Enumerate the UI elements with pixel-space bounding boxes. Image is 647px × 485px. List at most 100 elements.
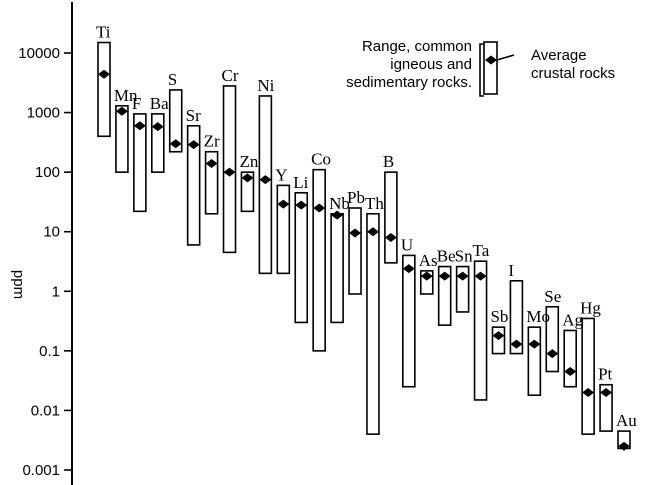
average-marker-ag [564,367,577,377]
element-label-s: S [168,70,177,89]
average-marker-th [366,227,379,237]
element-label-pb: Pb [347,188,365,207]
element-label-as: As [419,251,438,270]
y-tick-label: 100 [35,164,60,181]
range-bar-be [437,265,452,326]
legend-bracket [479,43,484,97]
average-marker-se [546,349,559,359]
element-label-se: Se [544,287,561,306]
element-label-pt: Pt [598,365,612,384]
range-bar-nb [330,212,344,324]
element-label-au: Au [616,411,637,430]
average-marker-i [510,339,523,349]
element-label-f: F [132,94,141,113]
average-marker-mo [528,339,541,349]
average-marker-pt [600,387,613,397]
average-marker-sn [456,271,469,281]
average-marker-b [384,232,397,242]
element-label-mo: Mo [526,307,550,326]
range-bar-ni [258,95,273,275]
range-bar-b [384,171,398,264]
average-marker-sb [492,331,505,341]
legend-average-text: Average [531,47,587,64]
legend-average-text: crustal rocks [531,65,615,82]
legend-average-marker [485,55,497,65]
legend-range-text: sedimentary rocks. [346,74,472,91]
average-marker-zr [205,158,218,168]
range-bar-pt [599,383,613,432]
element-label-cr: Cr [222,66,239,85]
range-bar-ti [97,41,111,138]
element-label-y: Y [275,165,287,184]
average-marker-be [438,271,451,281]
average-marker-s [169,139,182,149]
element-label-zn: Zn [239,152,258,171]
y-tick-label: 0.1 [39,343,60,360]
element-label-th: Th [365,194,384,213]
element-label-zr: Zr [204,132,220,151]
element-label-ag: Ag [562,310,583,329]
range-bar-hg [581,317,595,435]
average-marker-ta [474,271,487,281]
range-bar-f [133,113,147,213]
element-label-i: I [508,261,514,280]
range-bar-zn [240,171,255,213]
element-label-ba: Ba [150,94,169,113]
average-marker-zn [241,173,254,183]
average-marker-pb [349,228,362,238]
average-marker-mn [115,106,128,116]
legend-range-bar [483,41,498,95]
element-label-u: U [401,235,413,254]
average-marker-ba [151,122,164,132]
range-bar-ta [473,260,488,401]
range-bar-sb [491,326,506,355]
range-bar-sr [186,124,201,246]
element-label-be: Be [437,247,456,266]
range-bar-zr [204,150,219,215]
average-marker-y [277,199,290,209]
legend-range-text: igneous and [390,56,472,73]
average-marker-sr [187,140,200,150]
average-marker-li [295,200,308,210]
range-bar-i [509,279,524,355]
average-marker-cr [223,167,236,177]
y-tick-label: 10000 [18,45,60,62]
legend-range-text: Range, common [362,38,472,55]
range-bar-co [312,168,326,352]
element-label-mn: Mn [114,86,138,105]
range-bars [97,41,631,451]
element-label-b: B [383,152,394,171]
y-tick-label: 0.001 [22,462,60,479]
range-bar-y [276,184,291,275]
legend-pointer-line [496,54,515,61]
average-marker-hg [582,387,595,397]
element-label-sr: Sr [186,106,201,125]
y-tick-label: 1000 [27,105,60,122]
average-marker-co [313,203,326,213]
y-tick-label: 10 [43,224,60,241]
average-marker-as [420,271,433,281]
element-label-co: Co [311,150,331,169]
element-label-li: Li [293,173,308,192]
average-marker-u [402,264,415,274]
element-label-ti: Ti [96,23,111,42]
range-bar-mo [527,326,542,397]
range-bar-s [168,89,183,153]
element-label-sn: Sn [455,247,473,266]
average-marker-nb [331,210,344,220]
element-label-nb: Nb [329,194,350,213]
range-bar-ag [563,329,578,388]
range-bar-mn [115,104,129,173]
range-bar-th [366,212,380,435]
average-marker-ni [259,175,272,185]
average-marker-ti [98,69,110,79]
element-label-sb: Sb [490,307,508,326]
y-axis-label: ppm [10,270,27,299]
range-bar-li [294,192,309,324]
average-marker-au [618,441,630,451]
element-label-ta: Ta [473,241,490,260]
element-label-ni: Ni [257,76,274,95]
average-marker-f [133,121,146,131]
